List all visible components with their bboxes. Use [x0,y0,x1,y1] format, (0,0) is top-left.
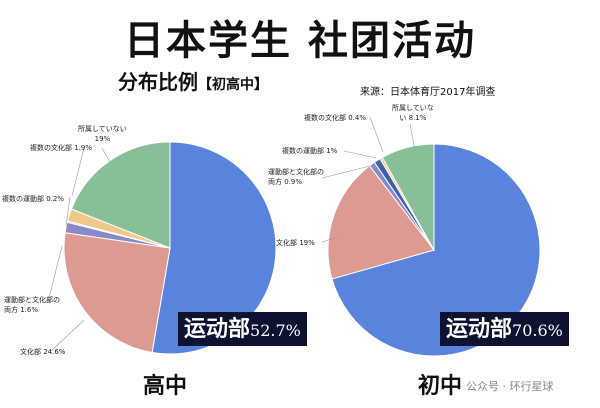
hs-leader-none [101,147,111,163]
hs-leader-multi-culture [71,147,85,197]
hs-label-both: 運動部と文化部の 両方 1.6% [4,295,60,315]
hs-label-culture: 文化部 24.6% [20,348,66,356]
jh-chart-name: 初中 [418,373,463,399]
hs-slice-0 [151,141,277,355]
hs-label-none: 所属していない 19% [78,124,127,144]
hs-label-none-value: 19% [94,135,111,143]
leader-lines [47,116,416,353]
jh-label-none-value: い 8.1% [399,114,427,122]
source-note: 来源：日本体育厅2017年调查 [360,87,496,98]
hs-label-multi-culture: 複数の文化部 1.9% [30,144,93,152]
hs-leader-multi-sport [65,196,71,227]
jh-main-banner-name: 运动部 [446,316,513,342]
jh-slice-5 [381,143,435,252]
watermark: 公众号 · 环行星球 [466,380,554,393]
jh-label-both: 運動部と文化部の 両方 0.9% [268,167,324,187]
hs-main-banner-name: 运动部 [184,316,251,342]
hs-slice-1 [63,232,171,354]
hs-label-multi-sport: 複数の運動部 0.2% [2,195,65,203]
jh-label-none-name: 所属していな [392,104,434,112]
page-title: 日本学生 社团活动 [124,17,476,64]
jh-label-multi-sport: 複数の運動部 1% [282,147,338,155]
jh-leader-culture [321,235,341,243]
jh-slice-1 [327,165,435,280]
jh-leader-none [409,123,416,151]
subtitle-bracket: 【初高中】 [198,77,268,93]
hs-label-none-name: 所属していない [78,125,127,133]
hs-label-both-line2: 両方 1.6% [4,306,39,314]
pie-high-school [63,141,277,355]
subtitle-main: 分布比例 [118,70,198,94]
jh-label-none: 所属していな い 8.1% [392,103,434,123]
hs-main-banner-value: 52.7% [250,321,301,340]
hs-leader-both [47,245,63,303]
jh-label-culture: 文化部 19% [276,239,315,247]
hs-slice-5 [70,141,171,249]
jh-label-both-line2: 両方 0.9% [268,178,303,186]
jh-leader-multi-culture [369,116,384,153]
hs-label-both-line1: 運動部と文化部の [4,296,60,304]
hs-main-banner: 运动部52.7% [178,312,307,346]
jh-leader-multi-sport [343,150,377,159]
jh-leader-both [321,165,371,179]
subtitle: 分布比例【初高中】 [118,66,268,95]
hs-chart-name: 高中 [143,373,188,399]
jh-label-multi-culture: 複数の文化部 0.4% [304,114,367,122]
jh-label-both-line1: 運動部と文化部の [268,168,324,176]
hs-leader-culture [49,319,85,353]
jh-main-banner: 运动部70.6% [440,312,569,346]
jh-main-banner-value: 70.6% [512,321,563,340]
